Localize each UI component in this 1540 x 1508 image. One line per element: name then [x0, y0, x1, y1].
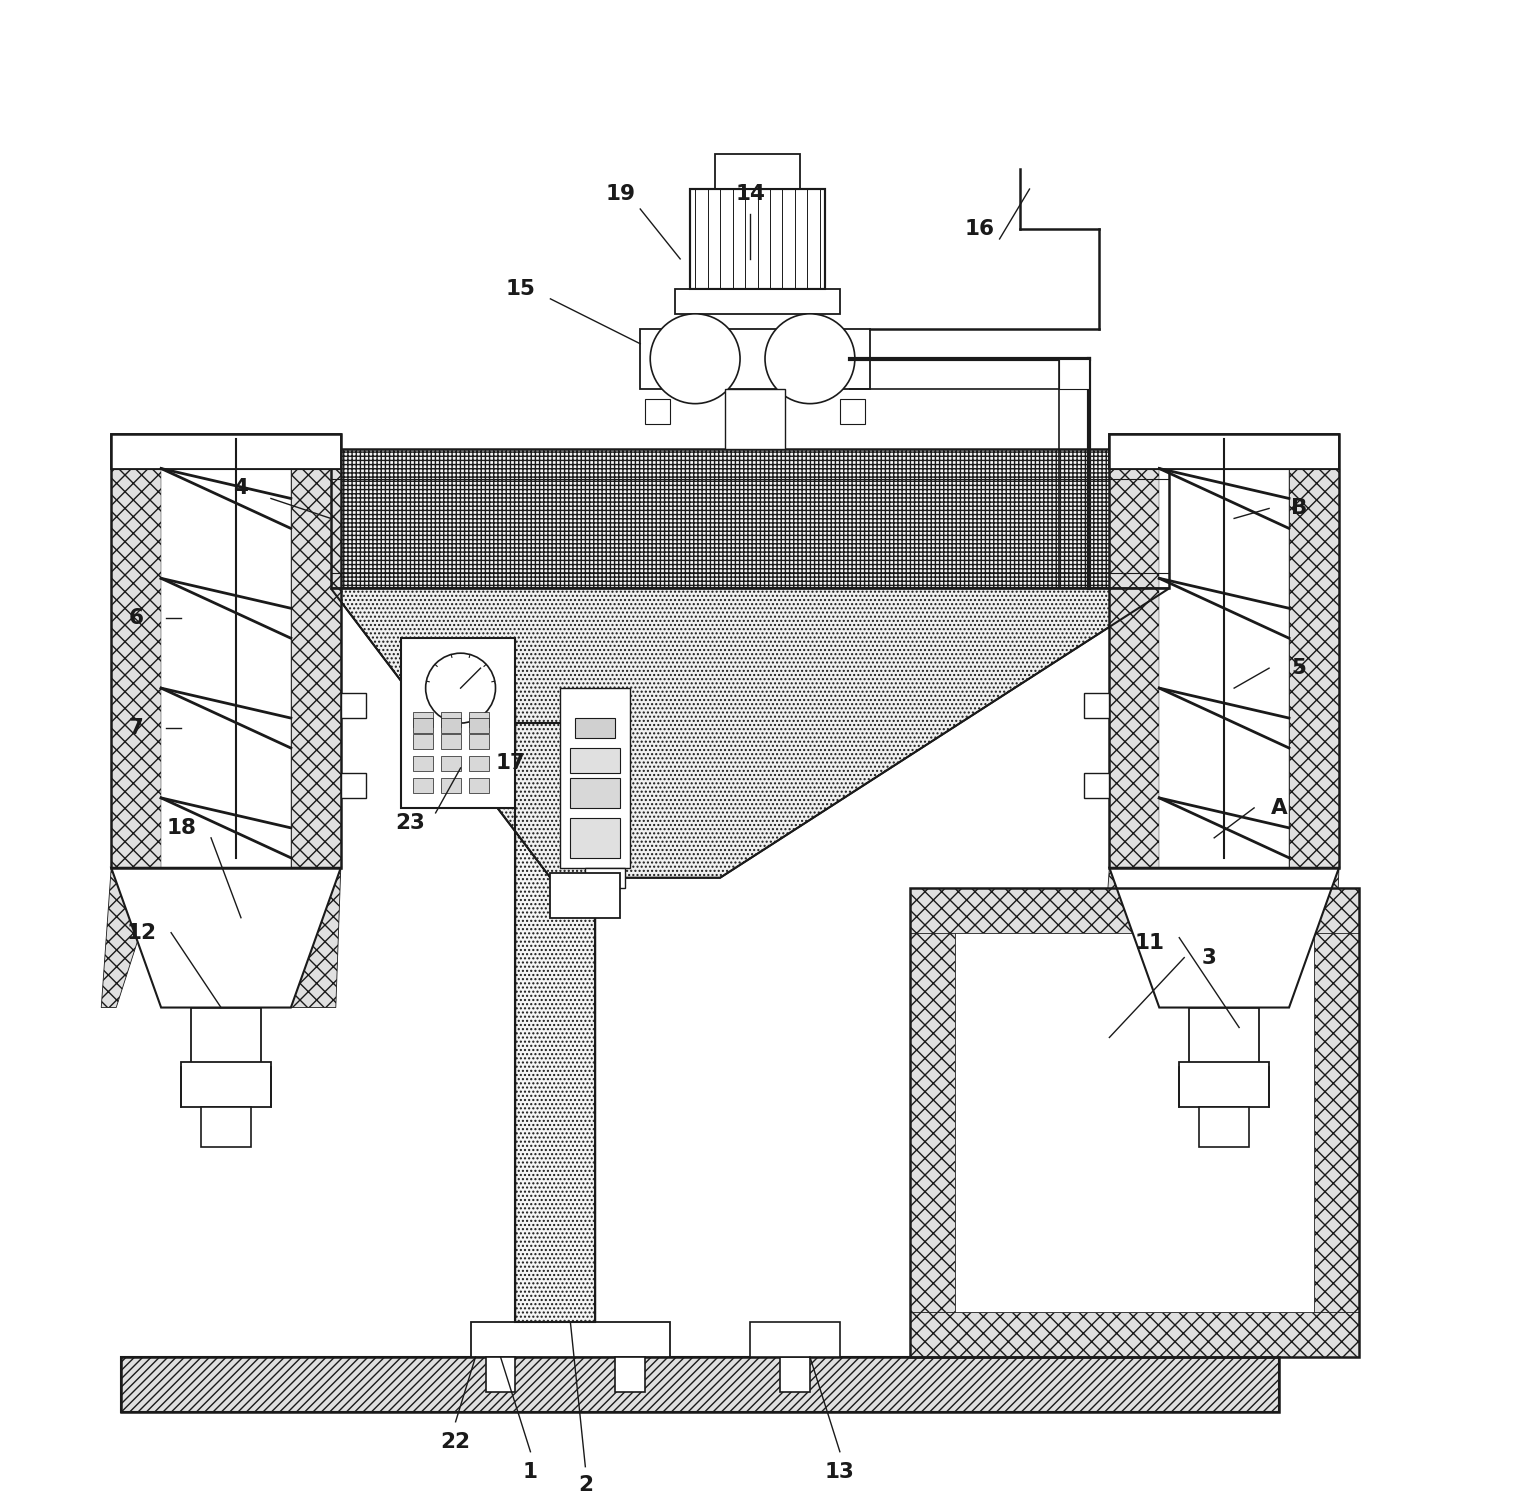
Bar — [690, 188, 825, 290]
Text: 23: 23 — [396, 813, 425, 832]
Bar — [340, 774, 365, 798]
Bar — [413, 756, 433, 771]
Bar — [715, 154, 799, 188]
Bar — [585, 867, 625, 888]
Bar — [413, 778, 433, 793]
Bar — [955, 932, 1314, 1312]
Bar — [1314, 888, 1358, 1357]
Polygon shape — [111, 867, 340, 1007]
Circle shape — [425, 653, 496, 722]
Text: 13: 13 — [825, 1461, 855, 1482]
Bar — [122, 1357, 1280, 1411]
Text: 14: 14 — [735, 184, 765, 204]
Text: 16: 16 — [964, 219, 995, 238]
Bar — [191, 1007, 260, 1068]
Bar — [485, 1357, 516, 1392]
Bar — [468, 734, 488, 749]
Text: B: B — [1291, 499, 1307, 519]
Bar — [440, 778, 460, 793]
Bar — [340, 694, 365, 718]
Bar — [576, 718, 616, 737]
Bar — [111, 434, 340, 867]
Bar — [122, 1357, 1280, 1411]
Bar — [291, 469, 340, 867]
Bar — [645, 398, 670, 424]
Bar — [471, 1323, 670, 1357]
Bar — [910, 888, 1358, 932]
Bar — [616, 1357, 645, 1392]
Bar — [1180, 1063, 1269, 1107]
Bar — [468, 718, 488, 733]
Text: 11: 11 — [1135, 932, 1164, 953]
Text: 2: 2 — [578, 1475, 593, 1494]
Polygon shape — [331, 588, 1169, 878]
Polygon shape — [1100, 867, 1160, 1007]
Bar — [570, 778, 621, 808]
Bar — [440, 756, 460, 771]
Polygon shape — [286, 867, 340, 1007]
Bar — [413, 734, 433, 749]
Bar — [413, 718, 433, 733]
Bar — [162, 469, 291, 867]
Text: 1: 1 — [524, 1461, 537, 1482]
Bar — [779, 1357, 810, 1392]
Text: 22: 22 — [440, 1431, 471, 1452]
Text: 18: 18 — [166, 817, 196, 838]
Bar — [468, 778, 488, 793]
Bar — [1200, 1107, 1249, 1148]
Bar — [910, 888, 1358, 1357]
Bar — [440, 718, 460, 733]
Bar — [468, 756, 488, 771]
Bar — [1109, 469, 1160, 867]
Bar — [202, 1107, 251, 1148]
Bar — [1109, 434, 1338, 867]
Bar — [550, 873, 621, 918]
Text: 19: 19 — [605, 184, 636, 204]
Bar — [331, 448, 1169, 588]
Bar — [910, 888, 955, 1357]
Bar — [440, 734, 460, 749]
Bar — [516, 722, 596, 1323]
Bar — [468, 712, 488, 727]
Bar — [1060, 359, 1089, 389]
Text: 4: 4 — [234, 478, 248, 499]
Bar — [839, 398, 865, 424]
Text: 3: 3 — [1201, 947, 1217, 968]
Bar — [750, 1323, 839, 1357]
Bar — [1084, 774, 1109, 798]
Text: 17: 17 — [496, 752, 525, 774]
Bar — [516, 722, 596, 1323]
Bar — [182, 1063, 271, 1107]
Text: 7: 7 — [129, 718, 143, 737]
Bar — [690, 188, 825, 290]
Bar — [910, 1312, 1358, 1357]
Bar — [413, 712, 433, 727]
Bar — [1084, 694, 1109, 718]
Bar — [1189, 1007, 1260, 1068]
Bar — [675, 290, 839, 314]
Text: 5: 5 — [1292, 657, 1306, 679]
Circle shape — [765, 314, 855, 404]
Text: A: A — [1270, 798, 1287, 817]
Circle shape — [650, 314, 741, 404]
Polygon shape — [1284, 867, 1338, 1007]
Bar — [331, 448, 1169, 588]
Bar — [400, 638, 516, 808]
Bar — [440, 712, 460, 727]
Bar — [570, 817, 621, 858]
Bar — [641, 329, 870, 389]
Polygon shape — [1109, 867, 1338, 1007]
Polygon shape — [102, 867, 162, 1007]
Bar — [561, 688, 630, 867]
Bar — [570, 748, 621, 774]
Text: 12: 12 — [126, 923, 156, 942]
Text: 15: 15 — [505, 279, 536, 299]
Bar — [111, 469, 162, 867]
Bar — [725, 389, 785, 448]
Bar — [111, 434, 340, 469]
Text: 6: 6 — [129, 608, 143, 629]
Bar — [1160, 469, 1289, 867]
Bar — [1109, 434, 1338, 469]
Bar — [1289, 469, 1338, 867]
